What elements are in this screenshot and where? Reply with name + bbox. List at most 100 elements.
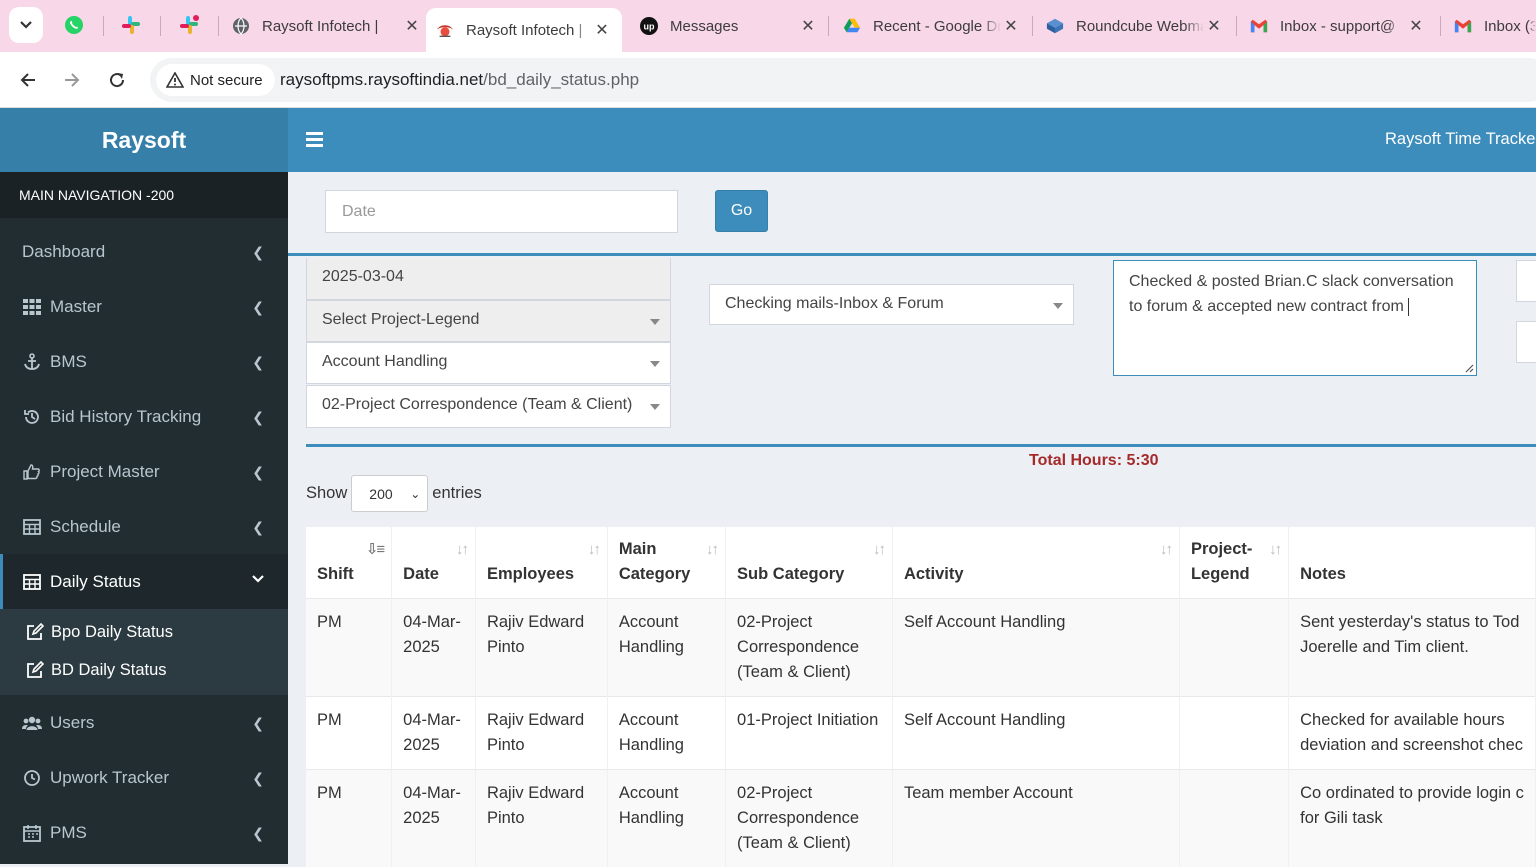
go-button[interactable]: Go — [715, 190, 768, 232]
sidebar-item-bms[interactable]: BMS ❮ — [0, 334, 288, 389]
close-icon[interactable]: ✕ — [798, 16, 818, 36]
sidebar-item-bid-history[interactable]: Bid History Tracking ❮ — [0, 389, 288, 444]
cell-shift: PM — [306, 697, 392, 770]
cell-legend — [1179, 770, 1288, 867]
table-row[interactable]: PM 04-Mar-2025 Rajiv Edward Pinto Accoun… — [306, 599, 1536, 697]
tab-gmail-support[interactable]: Inbox - support@ ✕ — [1250, 8, 1426, 44]
sub-category-select[interactable]: 02-Project Correspondence (Team & Client… — [306, 385, 671, 428]
users-icon — [22, 713, 42, 733]
globe-icon — [232, 17, 250, 35]
cell-employee: Rajiv Edward Pinto — [475, 697, 607, 770]
app-title: Raysoft Time Tracker — [1385, 130, 1536, 149]
main-category-select[interactable]: Account Handling — [306, 342, 671, 384]
nav-header: MAIN NAVIGATION -200 — [0, 172, 288, 218]
date-filter-input[interactable]: Date — [325, 190, 678, 233]
sidebar-item-dashboard[interactable]: Dashboard ❮ — [0, 224, 288, 279]
grid-icon — [22, 297, 42, 317]
sort-icon: ↓↑ — [873, 537, 884, 562]
tab-messages[interactable]: up Messages ✕ — [640, 8, 818, 44]
sidebar-item-schedule[interactable]: Schedule ❮ — [0, 499, 288, 554]
column-header-sub-category[interactable]: Sub Category↓↑ — [726, 527, 893, 599]
sidebar-item-pms[interactable]: PMS ❮ — [0, 805, 288, 860]
url-path: /bd_daily_status.php — [483, 70, 639, 89]
tab-title: Raysoft Infotech | — [262, 18, 402, 35]
notes-text: Checked & posted Brian.C slack conversat… — [1129, 273, 1454, 315]
select-value: Checking mails-Inbox & Forum — [725, 295, 944, 312]
sidebar-item-bd-daily-status[interactable]: BD Daily Status — [0, 651, 288, 689]
tab-roundcube[interactable]: Roundcube Webmail ✕ — [1046, 8, 1224, 44]
select-value: 02-Project Correspondence (Team & Client… — [322, 396, 632, 413]
select-value: Select Project-Legend — [322, 311, 479, 328]
sidebar-item-daily-status[interactable]: Daily Status — [0, 554, 288, 609]
daily-status-submenu: Bpo Daily Status BD Daily Status — [0, 609, 288, 695]
top-navbar: Raysoft Time Tracker — [288, 108, 1536, 172]
table-row[interactable]: PM 04-Mar-2025 Rajiv Edward Pinto Accoun… — [306, 770, 1536, 867]
sidebar-item-master[interactable]: Master ❮ — [0, 279, 288, 334]
close-icon[interactable]: ✕ — [1406, 16, 1426, 36]
table-icon — [22, 572, 42, 592]
tab-raysoft-active[interactable]: Raysoft Infotech | ✕ — [426, 8, 622, 52]
tab-gmail-inbox[interactable]: Inbox (3 — [1454, 8, 1536, 44]
warning-icon — [166, 72, 184, 88]
notes-textarea[interactable]: Checked & posted Brian.C slack conversat… — [1113, 260, 1477, 376]
column-header-notes[interactable]: Notes — [1289, 527, 1536, 599]
thumbs-up-icon — [22, 462, 42, 482]
resize-handle-icon[interactable] — [1464, 363, 1474, 373]
cell-main-category: Account Handling — [607, 770, 725, 867]
cell-date: 04-Mar-2025 — [392, 599, 476, 697]
tab-raysoft-1[interactable]: Raysoft Infotech | ✕ — [232, 8, 422, 44]
tab-search-button[interactable] — [9, 7, 43, 43]
chevron-left-icon: ❮ — [252, 825, 264, 842]
slack-icon — [178, 14, 200, 36]
sidebar-item-label: Schedule — [50, 517, 121, 537]
close-icon[interactable]: ✕ — [402, 16, 422, 36]
browser-tab-bar: Raysoft Infotech | ✕ Raysoft Infotech | … — [0, 0, 1536, 52]
address-bar[interactable]: Not secure raysoftpms.raysoftindia.net/b… — [150, 58, 1536, 102]
security-chip[interactable]: Not secure — [156, 64, 275, 96]
column-header-shift[interactable]: Shift⇩≡ — [306, 527, 392, 599]
tab-title: Recent - Google Dri — [873, 18, 1001, 35]
entries-length-control: Show 200⌄ entries — [306, 475, 482, 512]
entries-label: entries — [432, 484, 482, 503]
cell-date: 04-Mar-2025 — [392, 697, 476, 770]
column-header-employees[interactable]: Employees↓↑ — [475, 527, 607, 599]
arrow-left-icon — [19, 71, 37, 89]
column-header-project-legend[interactable]: Project-Legend↓↑ — [1179, 527, 1288, 599]
chevron-left-icon: ❮ — [252, 715, 264, 732]
pinned-tab-whatsapp[interactable] — [61, 12, 87, 38]
hamburger-menu-icon[interactable] — [306, 132, 323, 146]
roundcube-icon — [1046, 17, 1064, 35]
close-icon[interactable]: ✕ — [592, 20, 612, 40]
pinned-tab-slack[interactable] — [118, 12, 144, 38]
project-legend-select[interactable]: Select Project-Legend — [306, 300, 671, 342]
tab-google-drive[interactable]: Recent - Google Dri ✕ — [843, 8, 1021, 44]
back-button[interactable] — [14, 66, 42, 94]
column-header-activity[interactable]: Activity↓↑ — [892, 527, 1179, 599]
header-label: Date — [403, 565, 439, 583]
text-cursor — [1408, 298, 1409, 316]
table-row[interactable]: PM 04-Mar-2025 Rajiv Edward Pinto Accoun… — [306, 697, 1536, 770]
sidebar-item-bpo-daily-status[interactable]: Bpo Daily Status — [0, 613, 288, 651]
cell-employee: Rajiv Edward Pinto — [475, 770, 607, 867]
minutes-field-partial[interactable] — [1516, 321, 1536, 363]
hours-field-partial[interactable] — [1516, 260, 1536, 302]
entries-select[interactable]: 200⌄ — [351, 475, 428, 512]
gmail-icon — [1454, 18, 1472, 34]
reload-button[interactable] — [103, 66, 131, 94]
date-field[interactable]: 2025-03-04 — [306, 258, 671, 300]
close-icon[interactable]: ✕ — [1001, 16, 1021, 36]
column-header-main-category[interactable]: Main Category↓↑ — [607, 527, 725, 599]
whatsapp-icon — [64, 15, 84, 35]
brand-logo[interactable]: Raysoft — [0, 108, 288, 172]
forward-button[interactable] — [58, 66, 86, 94]
pinned-tab-slack-2[interactable] — [176, 12, 202, 38]
column-header-date[interactable]: Date↓↑ — [392, 527, 476, 599]
url-text[interactable]: raysoftpms.raysoftindia.net/bd_daily_sta… — [280, 70, 639, 90]
close-icon[interactable]: ✕ — [1204, 16, 1224, 36]
sidebar-item-users[interactable]: Users ❮ — [0, 695, 288, 750]
sidebar-item-upwork-tracker[interactable]: Upwork Tracker ❮ — [0, 750, 288, 805]
notes-line: Co ordinated to provide login c — [1300, 781, 1524, 806]
activity-select[interactable]: Checking mails-Inbox & Forum — [709, 284, 1074, 325]
sidebar-item-project-master[interactable]: Project Master ❮ — [0, 444, 288, 499]
cell-sub-category: 01-Project Initiation — [726, 697, 893, 770]
